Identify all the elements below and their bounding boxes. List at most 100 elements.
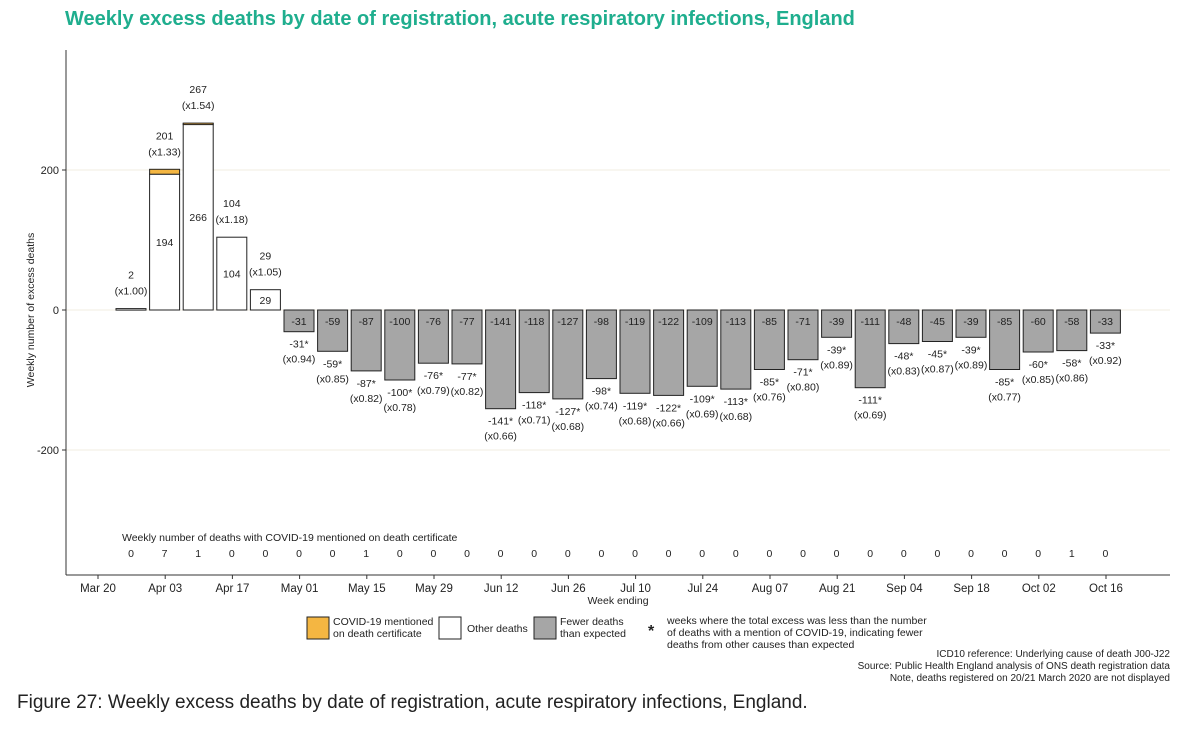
bar-fewer-deaths	[552, 309, 584, 400]
y-tick-label: 200	[41, 165, 59, 177]
covid-mentions-value: 0	[598, 548, 604, 560]
bar-inner-label: -45	[930, 316, 945, 328]
bar-fewer-deaths	[417, 309, 449, 364]
y-tick-label: 0	[53, 305, 59, 317]
x-tick-label: Aug 21	[819, 583, 855, 595]
bar-fewer-deaths	[921, 309, 953, 342]
bar-total-label: -76*	[424, 370, 443, 382]
covid-mentions-value: 1	[1069, 548, 1075, 560]
bar-ratio-label: (x0.87)	[921, 364, 954, 376]
bar-ratio-label: (x1.05)	[249, 267, 282, 279]
bar-inner-label: -48	[896, 316, 911, 328]
bar-fewer-deaths	[888, 309, 920, 345]
bar-inner-label: -127	[557, 316, 578, 328]
x-axis-label: Week ending	[587, 595, 648, 607]
bar-ratio-label: (x0.78)	[383, 402, 416, 414]
x-tick-label: Sep 04	[886, 583, 923, 595]
bar-ratio-label: (x0.66)	[652, 417, 685, 429]
bar-inner-label: 194	[156, 237, 174, 249]
legend-other-swatch	[438, 616, 462, 640]
bar-other-deaths	[249, 289, 281, 311]
bar-total-label: -58*	[1062, 358, 1081, 370]
bar-ratio-label: (x0.80)	[787, 382, 820, 394]
bar-ratio-label: (x0.74)	[585, 401, 618, 413]
covid-mentions-value: 0	[498, 548, 504, 560]
legend-fewer-label: Fewer deaths than expected	[560, 616, 626, 640]
bar-total-label: -31*	[289, 339, 308, 351]
bar-inner-label: -77	[459, 316, 474, 328]
bar-total-label: -59*	[323, 358, 342, 370]
bar-ratio-label: (x0.82)	[451, 386, 484, 398]
source-note: Source: Public Health England analysis o…	[858, 661, 1171, 672]
legend-star-label: weeks where the total excess was less th…	[666, 615, 927, 651]
bar-total-label: -119*	[623, 400, 647, 412]
bar-inner-label: -119	[625, 316, 645, 328]
bar-total-label: -71*	[793, 367, 812, 379]
bar-total-label: -48*	[894, 351, 913, 363]
bar-total-label: 2	[128, 270, 134, 282]
bar-total-label: -113*	[724, 396, 748, 408]
covid-mentions-value: 0	[430, 548, 436, 560]
bar-ratio-label: (x0.82)	[350, 393, 383, 405]
bar-ratio-label: (x1.18)	[215, 214, 248, 226]
covid-mentions-value: 0	[699, 548, 705, 560]
covid-mentions-value: 0	[464, 548, 470, 560]
covid-mentions-value: 0	[733, 548, 739, 560]
bar-total-label: -39*	[827, 344, 846, 356]
bar-inner-label: 104	[223, 269, 241, 281]
bar-fewer-deaths	[686, 309, 718, 387]
bar-inner-label: -100	[389, 316, 410, 328]
bar-inner-label: -85	[997, 316, 1012, 328]
x-tick-label: Mar 20	[80, 583, 116, 595]
bar-inner-label: -141	[490, 316, 511, 328]
bar-fewer-deaths	[653, 309, 685, 396]
bar-fewer-deaths	[787, 309, 819, 361]
bar-ratio-label: (x0.68)	[719, 411, 752, 423]
x-tick-label: Apr 03	[148, 583, 182, 595]
covid-mentions-value: 1	[195, 548, 201, 560]
bar-ratio-label: (x1.33)	[148, 146, 181, 158]
legend-star-symbol: *	[648, 623, 655, 640]
bar-ratio-label: (x0.66)	[484, 431, 517, 443]
x-tick-label: Oct 02	[1022, 583, 1056, 595]
bars	[115, 122, 1121, 410]
bar-fewer-deaths	[451, 309, 483, 365]
bar-total-label: -118*	[522, 400, 546, 412]
covid-mentions-value: 0	[565, 548, 571, 560]
bar-ratio-label: (x0.69)	[686, 408, 719, 420]
bar-other-deaths	[216, 236, 248, 311]
bar-covid-deaths	[149, 168, 181, 175]
bar-ratio-label: (x0.68)	[619, 415, 652, 427]
covid-mentions-value: 0	[901, 548, 907, 560]
legend-other-label: Other deaths	[467, 623, 528, 635]
bar-ratio-label: (x0.85)	[1022, 374, 1055, 386]
covid-mentions-value: 0	[397, 548, 403, 560]
bar-inner-label: -71	[795, 316, 810, 328]
bar-ratio-label: (x0.94)	[283, 354, 316, 366]
covid-mentions-value: 7	[162, 548, 168, 560]
bar-total-label: -141*	[488, 416, 513, 428]
bar-total-label: -122*	[656, 402, 681, 414]
bar-inner-label: -58	[1064, 316, 1079, 328]
covid-mentions-value: 0	[531, 548, 537, 560]
bar-ratio-label: (x0.69)	[854, 410, 887, 422]
bar-total-label: -33*	[1096, 340, 1115, 352]
covid-mentions-value: 0	[766, 548, 772, 560]
legend: COVID-19 mentioned on death certificate Ot…	[306, 615, 1171, 684]
bar-ratio-label: (x0.89)	[820, 359, 853, 371]
covid-mentions-value: 0	[128, 548, 134, 560]
covid-mentions-value: 0	[968, 548, 974, 560]
bar-total-label: -87*	[357, 378, 376, 390]
covid-mentions-value: 0	[1035, 548, 1041, 560]
bar-inner-label: -39	[829, 316, 844, 328]
page-title: Weekly excess deaths by date of registra…	[65, 8, 855, 30]
bar-total-label: -85*	[760, 377, 779, 389]
bar-covid-deaths	[182, 122, 214, 126]
bar-total-label: -85*	[995, 377, 1014, 389]
bar-fewer-deaths	[350, 309, 382, 372]
bar-ratio-label: (x0.83)	[887, 366, 920, 378]
bar-ratio-label: (x1.00)	[115, 286, 148, 298]
covid-mentions-value: 0	[1102, 548, 1108, 560]
x-tick-label: Oct 16	[1089, 583, 1123, 595]
